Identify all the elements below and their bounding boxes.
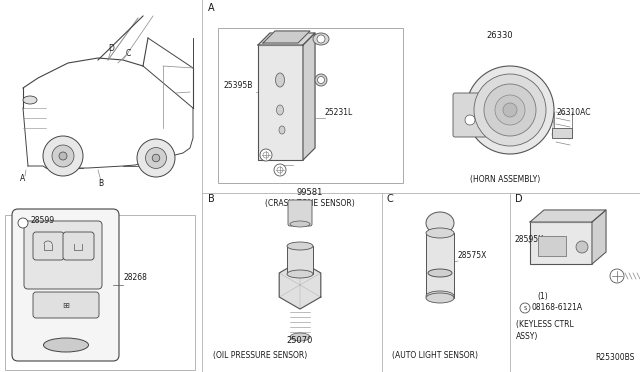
Ellipse shape: [503, 103, 517, 117]
Circle shape: [465, 115, 475, 125]
FancyBboxPatch shape: [288, 200, 312, 226]
Bar: [287, 246, 313, 274]
Text: B: B: [208, 194, 215, 204]
Text: 28575X: 28575X: [458, 251, 488, 260]
Circle shape: [43, 136, 83, 176]
Polygon shape: [303, 33, 315, 160]
Ellipse shape: [426, 291, 454, 301]
Text: 08168-6121A: 08168-6121A: [532, 303, 583, 312]
FancyBboxPatch shape: [63, 232, 94, 260]
Polygon shape: [258, 33, 315, 45]
Bar: [258, 45, 303, 160]
Text: (1): (1): [537, 292, 548, 301]
Circle shape: [52, 145, 74, 167]
Bar: [552, 128, 572, 138]
Ellipse shape: [426, 228, 454, 238]
Ellipse shape: [44, 338, 88, 352]
Text: D: D: [108, 44, 114, 52]
Text: (CRASH ZONE SENSOR): (CRASH ZONE SENSOR): [265, 199, 355, 208]
Circle shape: [152, 154, 160, 162]
Text: R25300BS: R25300BS: [596, 353, 635, 362]
Ellipse shape: [428, 269, 452, 277]
Ellipse shape: [495, 95, 525, 125]
Ellipse shape: [426, 293, 454, 303]
Text: 28268: 28268: [123, 273, 147, 282]
Bar: [218, 28, 403, 183]
FancyBboxPatch shape: [33, 292, 99, 318]
Text: S: S: [524, 305, 527, 311]
Text: 25231L: 25231L: [325, 108, 353, 117]
Circle shape: [260, 149, 272, 161]
Ellipse shape: [276, 105, 284, 115]
FancyBboxPatch shape: [24, 221, 102, 289]
Circle shape: [145, 148, 166, 169]
Ellipse shape: [290, 333, 310, 341]
Text: 28595X: 28595X: [515, 235, 545, 244]
Circle shape: [274, 164, 286, 176]
Ellipse shape: [313, 33, 329, 45]
Bar: [426, 233, 454, 298]
FancyBboxPatch shape: [453, 93, 487, 137]
Bar: [538, 236, 566, 256]
Circle shape: [576, 241, 588, 253]
Circle shape: [137, 139, 175, 177]
Circle shape: [317, 77, 324, 83]
Ellipse shape: [23, 96, 37, 104]
Text: C: C: [387, 194, 394, 204]
Ellipse shape: [484, 84, 536, 136]
Circle shape: [520, 303, 530, 313]
Text: ASSY): ASSY): [516, 332, 538, 341]
Text: (OIL PRESSURE SENSOR): (OIL PRESSURE SENSOR): [213, 351, 307, 360]
Polygon shape: [263, 31, 310, 43]
Polygon shape: [530, 210, 606, 222]
FancyBboxPatch shape: [12, 209, 119, 361]
Ellipse shape: [279, 126, 285, 134]
Text: B: B: [99, 179, 104, 187]
Text: ⊞: ⊞: [63, 301, 70, 310]
Ellipse shape: [426, 212, 454, 234]
Ellipse shape: [287, 242, 313, 250]
Text: (HORN ASSEMBLY): (HORN ASSEMBLY): [470, 175, 540, 184]
Ellipse shape: [290, 221, 310, 227]
Text: 26310AC: 26310AC: [557, 108, 591, 117]
Circle shape: [263, 152, 269, 158]
Text: 28599: 28599: [30, 215, 54, 224]
Ellipse shape: [275, 73, 285, 87]
Polygon shape: [592, 210, 606, 264]
Wedge shape: [426, 209, 454, 223]
Text: C: C: [125, 48, 131, 58]
Text: A: A: [20, 173, 26, 183]
FancyBboxPatch shape: [33, 232, 64, 260]
Text: D: D: [515, 194, 523, 204]
Text: 25395B: 25395B: [223, 81, 252, 90]
Text: A: A: [208, 3, 214, 13]
Ellipse shape: [474, 74, 546, 146]
Polygon shape: [279, 261, 321, 309]
Circle shape: [18, 218, 28, 228]
Circle shape: [59, 152, 67, 160]
Ellipse shape: [287, 270, 313, 278]
Circle shape: [317, 35, 325, 43]
Text: 26330: 26330: [486, 31, 513, 40]
Circle shape: [610, 269, 624, 283]
Circle shape: [277, 167, 283, 173]
Ellipse shape: [315, 74, 327, 86]
Ellipse shape: [466, 66, 554, 154]
Text: (AUTO LIGHT SENSOR): (AUTO LIGHT SENSOR): [392, 351, 478, 360]
Text: 25070: 25070: [287, 336, 313, 345]
Bar: [5, 215, 195, 370]
Text: 99581: 99581: [297, 188, 323, 197]
Bar: [530, 222, 592, 264]
Text: (KEYLESS CTRL: (KEYLESS CTRL: [516, 320, 573, 329]
